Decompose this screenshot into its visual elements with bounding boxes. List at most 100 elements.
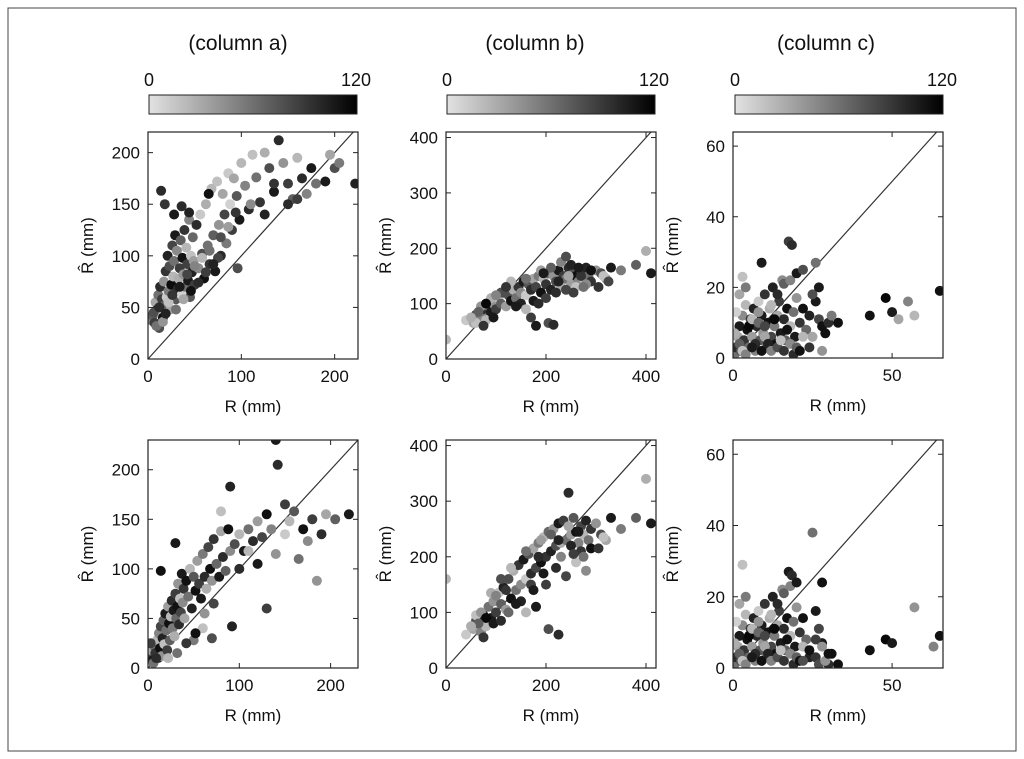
colorbar-b-gradient xyxy=(446,94,656,115)
points-b-top xyxy=(446,246,656,345)
point-a-bottom-99 xyxy=(190,628,201,639)
point-b-bottom-69 xyxy=(536,535,546,546)
point-a-bottom-83 xyxy=(225,481,236,492)
point-a-bottom-42 xyxy=(192,555,203,566)
point-c-top-51 xyxy=(880,293,891,303)
point-c-top-3 xyxy=(734,321,745,332)
point-a-top-25 xyxy=(171,245,182,256)
point-c-top-87 xyxy=(820,328,831,339)
point-a-top-95 xyxy=(184,207,195,218)
point-a-top-113 xyxy=(178,294,189,305)
point-a-top-98 xyxy=(232,263,243,274)
ylabel-b-top: R̂ (mm) xyxy=(375,217,395,274)
point-a-top-82 xyxy=(297,173,307,184)
point-b-top-52 xyxy=(606,262,616,273)
point-a-top-115 xyxy=(185,285,196,296)
point-a-bottom-46 xyxy=(199,571,210,582)
point-c-top-57 xyxy=(734,289,745,300)
ytick-label-b-bottom-3: 300 xyxy=(410,492,438,511)
point-b-bottom-10 xyxy=(491,607,501,618)
point-a-bottom-51 xyxy=(208,534,219,545)
point-a-bottom-76 xyxy=(302,536,313,547)
point-c-top-56 xyxy=(934,285,943,296)
point-c-bottom-98 xyxy=(817,641,828,652)
point-c-top-52 xyxy=(887,307,898,318)
point-a-bottom-52 xyxy=(211,558,222,569)
point-b-bottom-73 xyxy=(556,551,566,562)
column-b-title: (column b) xyxy=(485,32,584,55)
point-c-bottom-95 xyxy=(798,655,808,666)
point-c-bottom-38 xyxy=(790,641,800,652)
point-a-top-117 xyxy=(193,277,204,288)
point-c-top-36 xyxy=(786,240,797,250)
point-b-bottom-82 xyxy=(521,607,531,618)
xtick-label-a-top-1: 100 xyxy=(227,367,255,386)
point-a-bottom-104 xyxy=(148,638,156,649)
point-c-bottom-59 xyxy=(733,616,742,627)
point-a-bottom-94 xyxy=(270,549,281,559)
point-b-top-93 xyxy=(603,276,614,287)
point-b-bottom-81 xyxy=(511,599,521,609)
points-c-bottom xyxy=(733,527,943,668)
point-c-top-84 xyxy=(810,257,821,268)
point-c-bottom-75 xyxy=(782,634,793,645)
point-a-top-107 xyxy=(157,316,168,327)
ylabel-b-bottom: R̂ (mm) xyxy=(375,526,395,583)
point-b-bottom-94 xyxy=(473,618,484,629)
points-a-bottom xyxy=(148,440,354,668)
ytick-label-b-bottom-1: 100 xyxy=(410,603,438,622)
ytick-label-b-top-4: 400 xyxy=(410,129,438,148)
point-c-bottom-54 xyxy=(934,630,943,641)
point-a-top-35 xyxy=(181,242,192,253)
xtick-label-c-bottom-1: 50 xyxy=(883,676,902,695)
point-c-bottom-46 xyxy=(813,623,824,634)
ytick-label-a-bottom-3: 150 xyxy=(112,510,140,529)
point-c-bottom-40 xyxy=(794,627,805,638)
point-c-bottom-96 xyxy=(804,645,815,656)
point-b-bottom-0 xyxy=(446,574,451,584)
point-c-top-39 xyxy=(791,293,802,303)
point-c-bottom-37 xyxy=(788,616,799,627)
colorbar-c-min-label: 0 xyxy=(730,70,740,90)
point-b-top-95 xyxy=(481,298,491,309)
point-a-bottom-95 xyxy=(280,529,290,540)
point-c-bottom-31 xyxy=(778,623,789,634)
point-a-top-100 xyxy=(259,209,270,220)
point-a-top-101 xyxy=(269,178,279,189)
point-a-top-84 xyxy=(306,163,317,174)
ytick-label-c-top-2: 40 xyxy=(706,208,725,227)
point-c-bottom-60 xyxy=(733,638,740,649)
xlabel-b-bottom: R (mm) xyxy=(523,706,580,725)
point-a-top-65 xyxy=(228,173,239,184)
xtick-label-b-bottom-2: 400 xyxy=(632,676,660,695)
point-c-bottom-56 xyxy=(737,559,748,570)
point-b-bottom-64 xyxy=(496,574,506,584)
point-c-top-83 xyxy=(807,289,818,300)
point-c-bottom-49 xyxy=(833,659,843,668)
point-a-bottom-88 xyxy=(197,623,208,634)
point-c-bottom-86 xyxy=(740,659,751,668)
colorbar-a-max-label: 120 xyxy=(341,70,371,90)
point-a-top-47 xyxy=(195,209,206,220)
point-b-top-80 xyxy=(561,251,571,262)
colorbar-b: 0 120 xyxy=(442,70,669,115)
point-b-bottom-76 xyxy=(571,557,581,568)
point-a-top-42 xyxy=(187,232,198,243)
point-a-bottom-79 xyxy=(316,529,327,540)
point-c-bottom-50 xyxy=(864,645,875,656)
point-c-top-7 xyxy=(740,300,751,310)
point-b-bottom-72 xyxy=(551,562,561,573)
point-a-bottom-80 xyxy=(321,509,331,520)
point-b-bottom-41 xyxy=(568,512,579,523)
point-c-bottom-92 xyxy=(778,588,789,599)
point-a-bottom-56 xyxy=(220,565,231,576)
point-c-bottom-19 xyxy=(759,598,770,609)
point-b-top-85 xyxy=(538,268,549,279)
point-a-bottom-61 xyxy=(234,529,245,540)
xtick-label-a-top-0: 0 xyxy=(143,367,152,386)
point-c-top-94 xyxy=(766,300,777,310)
ytick-label-a-top-1: 50 xyxy=(121,298,140,317)
xlabel-a-bottom: R (mm) xyxy=(225,706,282,725)
point-b-top-86 xyxy=(553,276,564,287)
point-a-top-112 xyxy=(174,281,185,292)
